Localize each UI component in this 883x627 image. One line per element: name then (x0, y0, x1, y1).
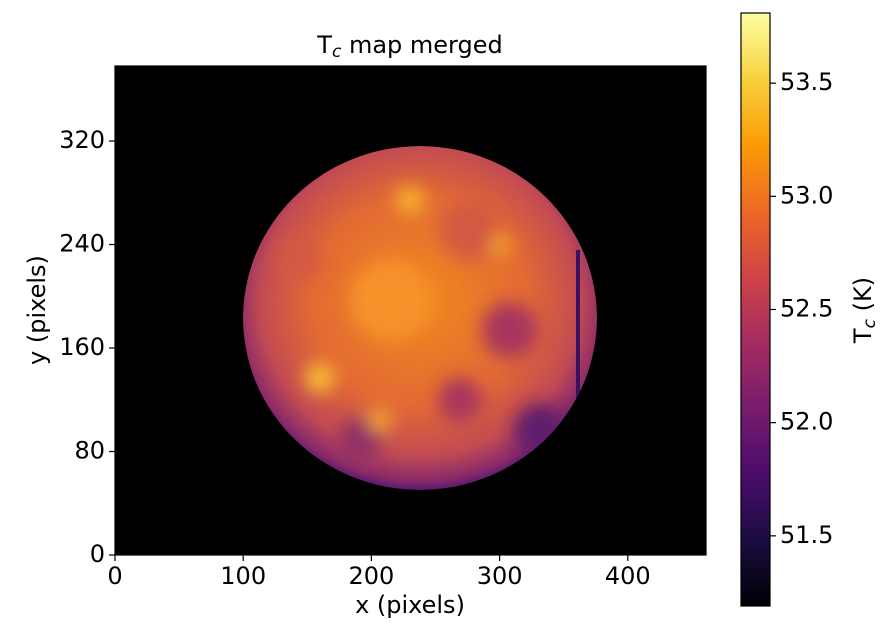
y-tick-label: 160 (59, 333, 105, 361)
x-tick-label: 100 (220, 562, 266, 590)
x-tick-label: 400 (605, 562, 651, 590)
colorbar-tick-label: 52.5 (780, 295, 833, 323)
colorbar (741, 13, 770, 606)
chart: Tc map merged x (pixels) y (pixels) Tc (… (0, 0, 883, 623)
y-tick-label: 320 (59, 126, 105, 154)
colorbar-label: Tc (K) (849, 277, 880, 344)
text-part: T (316, 31, 332, 59)
x-tick-label: 0 (107, 562, 122, 590)
x-axis-label: x (pixels) (355, 591, 465, 619)
y-tick-label: 80 (74, 437, 105, 465)
y-tick-label: 0 (90, 540, 105, 568)
text-part: T (849, 328, 877, 344)
chart-title: Tc map merged (316, 31, 502, 62)
x-tick-label: 300 (477, 562, 523, 590)
colorbar-tick-label: 51.5 (780, 521, 833, 549)
y-axis-label: y (pixels) (23, 255, 51, 365)
text-part: map merged (341, 31, 502, 59)
heatmap-image (243, 146, 597, 490)
colorbar-tick-label: 52.0 (780, 408, 833, 436)
text-part: (K) (849, 277, 877, 319)
y-tick-label: 240 (59, 230, 105, 258)
x-tick-label: 200 (348, 562, 394, 590)
colorbar-tick-label: 53.0 (780, 181, 833, 209)
colorbar-tick-label: 53.5 (780, 68, 833, 96)
